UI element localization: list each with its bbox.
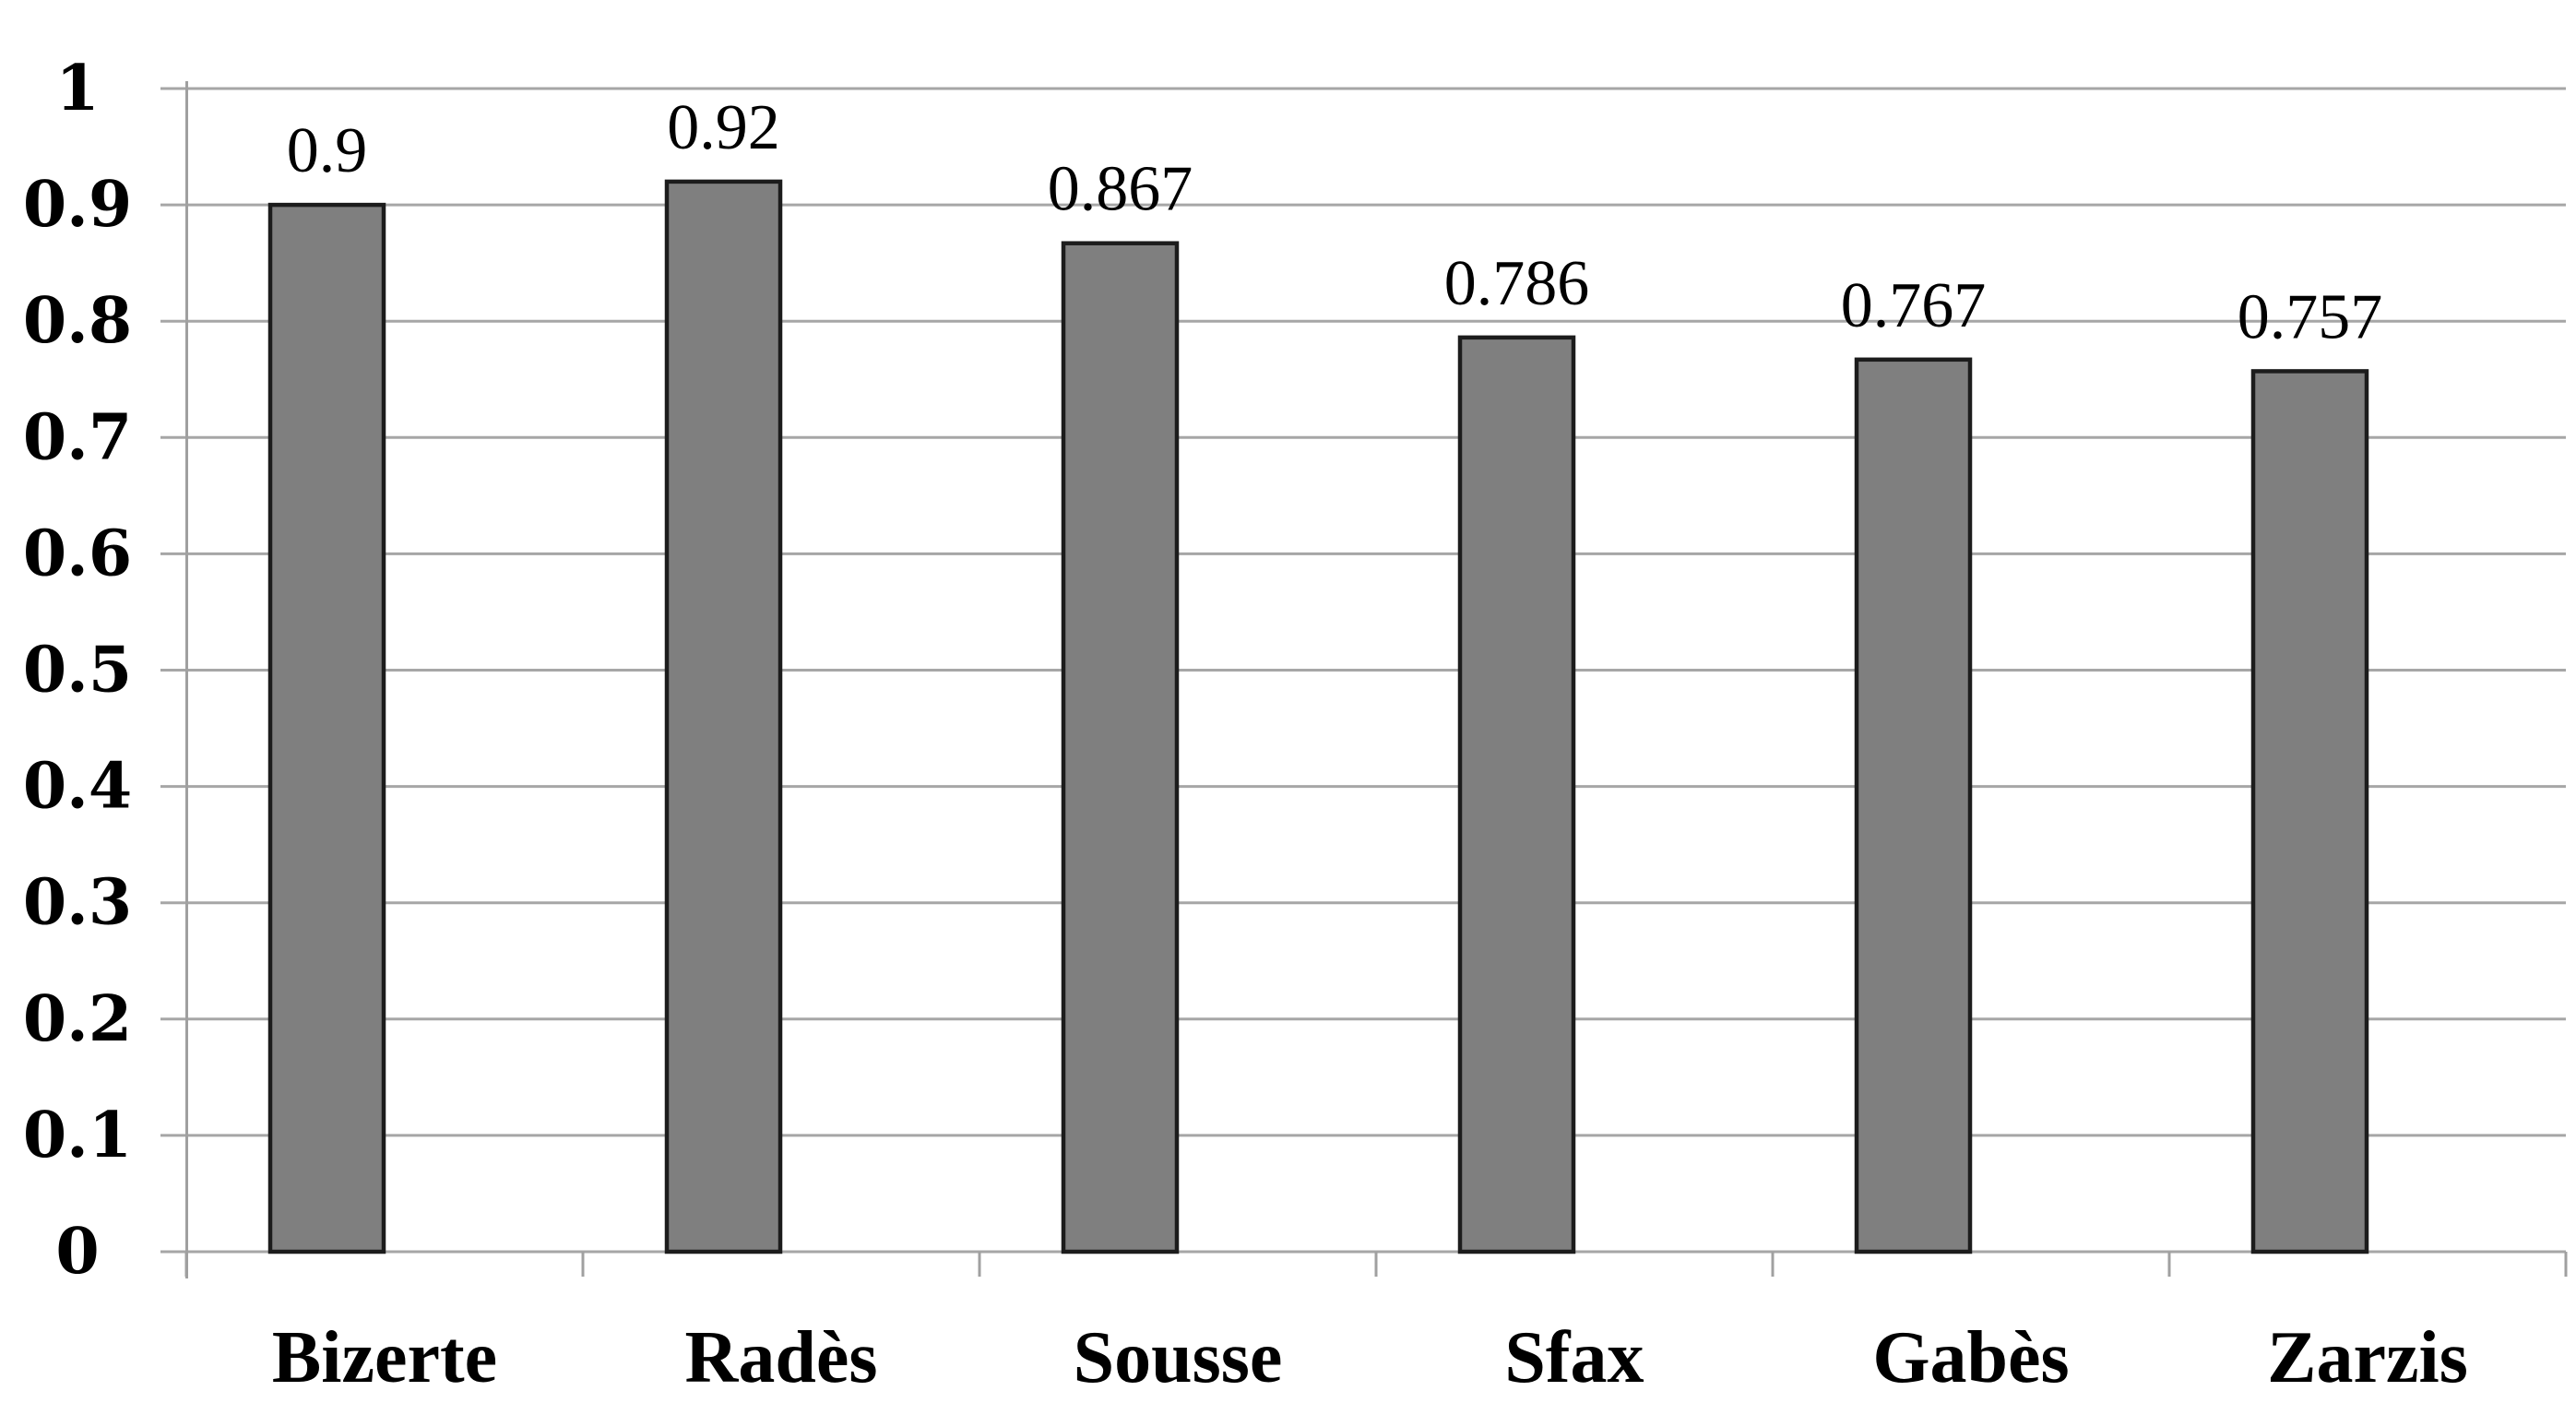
bar-rades (664, 179, 783, 1254)
y-axis-tick-label-1: 1 (55, 52, 99, 125)
bar-sfax (1457, 335, 1576, 1254)
category-label-sfax: Sfax (1504, 1317, 1644, 1398)
y-axis-tick-label-0-8: 0.8 (23, 284, 132, 358)
bar-zarzis (2250, 369, 2369, 1254)
y-axis-tick-label-0: 0 (55, 1215, 99, 1289)
bar-sousse (1061, 241, 1180, 1254)
y-axis-tick-label-0-6: 0.6 (23, 517, 132, 590)
y-axis-tick-label-0-5: 0.5 (23, 634, 132, 707)
bar-value-label-sousse: 0.867 (1048, 154, 1193, 225)
y-axis-tick-label-0-7: 0.7 (23, 400, 132, 474)
y-axis-tick-label-0-3: 0.3 (23, 866, 132, 940)
y-axis-tick-label-0-9: 0.9 (23, 168, 132, 242)
bar-gabes (1854, 357, 1973, 1254)
bar-value-label-gabes: 0.767 (1841, 270, 1987, 341)
category-label-bizerte: Bizerte (272, 1317, 497, 1398)
category-label-sousse: Sousse (1074, 1317, 1283, 1398)
bar-value-label-bizerte: 0.9 (287, 115, 368, 186)
y-axis-tick-label-0-2: 0.2 (23, 982, 132, 1056)
category-label-gabes: Gabès (1872, 1317, 2069, 1398)
y-axis-tick-label-0-4: 0.4 (23, 750, 132, 824)
category-label-rades: Radès (685, 1317, 878, 1398)
y-axis-tick-label-0-1: 0.1 (23, 1099, 132, 1172)
bar-bizerte (267, 202, 386, 1254)
bar-value-label-sfax: 0.786 (1444, 248, 1590, 319)
bar-value-label-rades: 0.92 (667, 92, 780, 163)
category-label-zarzis: Zarzis (2267, 1317, 2468, 1398)
bar-value-label-zarzis: 0.757 (2238, 281, 2383, 352)
